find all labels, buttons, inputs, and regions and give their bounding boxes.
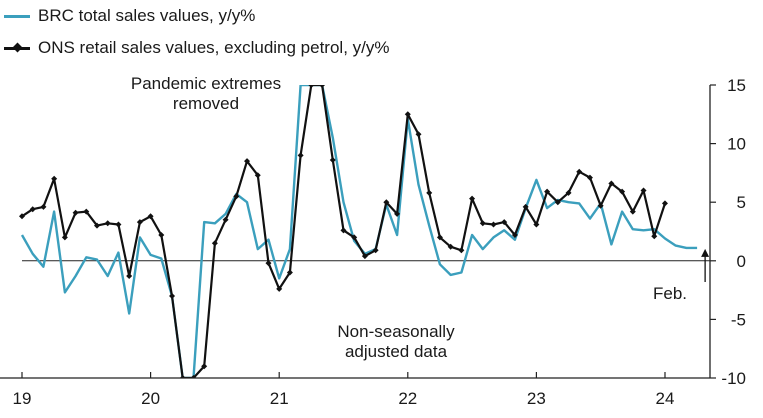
x-tick-label: 24 [656,389,675,408]
data-point-ons [19,213,25,220]
data-point-ons [190,375,197,378]
data-point-ons [511,232,518,239]
data-point-ons [179,375,186,378]
y-tick-label: 0 [737,252,746,271]
legend-label-ons: ONS retail sales values, excluding petro… [38,38,390,57]
data-point-ons [447,243,454,250]
data-point-ons [544,188,551,195]
data-point-ons [94,222,101,229]
data-point-ons [554,199,561,206]
data-point-ons [126,273,133,280]
y-tick-label: 5 [737,193,746,212]
data-point-ons [83,208,90,215]
data-point-ons [361,253,368,260]
data-point-ons [72,209,79,216]
data-point-ons [51,175,58,182]
data-point-ons [383,199,390,206]
annotation-nsa: Non-seasonally adjusted data [296,322,496,362]
annotation-pandemic: Pandemic extremes removed [96,74,316,114]
data-point-ons [469,195,476,202]
data-point-ons [276,285,283,292]
data-point-ons [254,172,261,179]
axis-layer: 15 10 5 0 -5 -10 19 20 21 22 23 24 [0,76,746,408]
data-point-ons [479,220,486,227]
data-point-ons [104,220,111,227]
data-point-ons [29,206,36,213]
data-point-ons [458,247,465,254]
y-tick-label: -5 [731,310,746,329]
data-point-ons [490,221,497,228]
data-point-ons [629,208,636,215]
data-point-ons [115,221,122,228]
x-tick-label: 22 [398,389,417,408]
data-point-ons [661,200,668,207]
y-tick-label: 10 [727,135,746,154]
data-point-ons [169,292,176,299]
x-tick-label: 19 [13,389,32,408]
x-tick-label: 20 [141,389,160,408]
data-point-ons [436,234,443,241]
data-point-ons [233,193,240,200]
data-point-ons [319,85,326,88]
data-point-ons [308,85,315,88]
annotation-feb: Feb. [652,284,688,303]
data-point-ons [286,269,293,276]
series-layer [19,85,698,378]
data-point-ons [329,157,336,164]
data-point-ons [136,219,143,226]
y-tick-label: -10 [721,369,746,388]
data-point-ons [501,219,508,226]
data-point-ons [61,234,68,241]
data-point-ons [211,240,218,247]
legend-item-brc: BRC total sales values, y/y% [4,6,255,26]
data-point-ons [533,221,540,228]
data-point-ons [222,216,229,223]
data-point-ons [404,111,411,118]
data-point-ons [640,187,647,194]
data-point-ons [415,131,422,138]
x-tick-label: 21 [270,389,289,408]
data-point-ons [651,233,658,240]
legend-label-brc: BRC total sales values, y/y% [38,6,256,25]
data-point-ons [394,210,401,217]
x-tick-label: 23 [527,389,546,408]
data-point-ons [586,174,593,181]
data-point-ons [340,227,347,234]
data-point-ons [244,158,251,165]
annotation-pandemic-line1: Pandemic extremes [130,74,282,93]
annotation-nsa-line2: adjusted data [344,342,448,361]
data-point-ons [426,189,433,196]
data-point-ons [147,213,154,220]
data-point-ons [576,168,583,175]
data-point-ons [265,260,272,267]
data-point-ons [351,234,358,241]
data-point-ons [40,203,47,210]
data-point-ons [597,202,604,209]
feb-arrow-head [701,248,710,257]
legend-swatch-brc [4,14,30,18]
data-point-ons [201,363,208,370]
annotation-nsa-line1: Non-seasonally [337,322,455,341]
data-point-ons [372,247,379,254]
annotation-pandemic-line2: removed [172,94,240,113]
data-point-ons [522,203,529,210]
data-point-ons [158,232,165,239]
data-point-ons [565,189,572,196]
data-point-ons [608,180,615,187]
legend-swatch-ons [4,46,30,50]
data-point-ons [297,152,304,159]
legend-item-ons: ONS retail sales values, excluding petro… [4,38,390,58]
y-tick-label: 15 [727,76,746,95]
data-point-ons [619,188,626,195]
